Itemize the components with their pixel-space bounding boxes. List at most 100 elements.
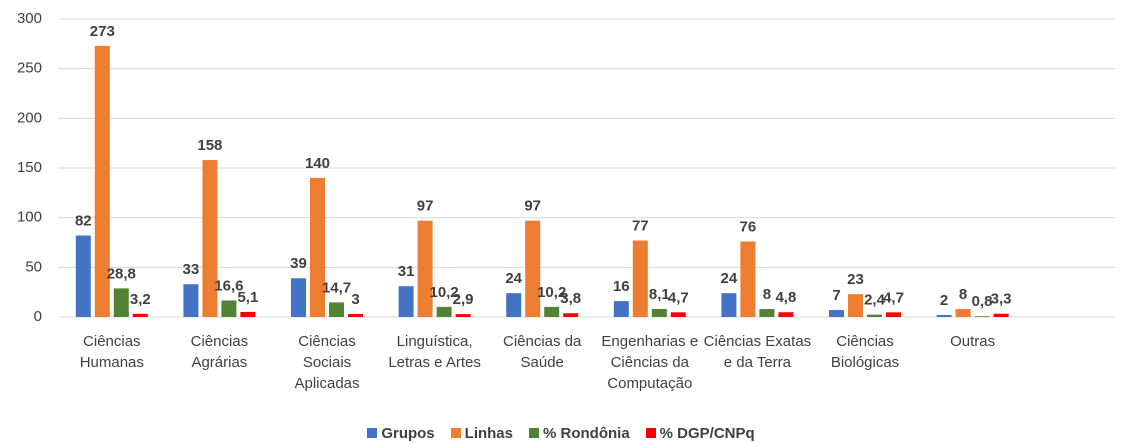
value-label: 4,7 — [668, 289, 689, 306]
bar — [113, 288, 129, 317]
bar — [778, 312, 794, 317]
bar — [291, 278, 306, 317]
value-label: 33 — [183, 261, 200, 278]
value-label: 10,2 — [537, 284, 566, 301]
value-label: 273 — [90, 23, 115, 40]
bar — [632, 240, 648, 317]
value-label: 23 — [847, 271, 864, 288]
legend-swatch — [367, 428, 378, 438]
y-tick-label: 0 — [34, 308, 42, 325]
x-tick-label: Ciências Biológicas — [830, 333, 900, 371]
bar — [132, 313, 148, 317]
y-tick-label: 150 — [17, 159, 42, 176]
bar — [417, 220, 433, 317]
legend-item: Linhas — [450, 425, 513, 442]
bar — [651, 308, 667, 317]
value-label: 5,1 — [237, 289, 258, 306]
legend-label: % DGP/CNPq — [659, 425, 755, 442]
bar — [993, 313, 1009, 317]
bar — [886, 312, 901, 317]
legend: Grupos Linhas % Rondônia % DGP/CNPq — [0, 425, 1122, 442]
value-label: 8 — [763, 286, 771, 303]
bar — [202, 160, 218, 317]
value-label: 158 — [197, 137, 222, 154]
legend-swatch — [645, 428, 656, 438]
value-label: 7 — [832, 287, 840, 304]
bar — [829, 310, 844, 317]
value-label: 4,7 — [883, 289, 904, 306]
bar — [329, 302, 344, 317]
x-tick-label: Engenharias e Ciências da Computação — [601, 333, 699, 392]
value-label: 8,1 — [649, 286, 670, 303]
bar — [955, 309, 971, 317]
value-label: 97 — [417, 198, 434, 215]
x-tick-label: Ciências da Saúde — [502, 333, 582, 371]
value-label: 3,3 — [991, 291, 1012, 308]
value-label: 10,2 — [429, 284, 458, 301]
value-label: 16 — [613, 278, 630, 295]
y-tick-label: 200 — [17, 109, 42, 126]
bar — [848, 294, 863, 317]
y-tick-label: 300 — [17, 10, 42, 27]
bar — [670, 312, 686, 317]
bar — [240, 311, 256, 317]
x-tick-label: Ciências Agrárias — [190, 333, 249, 371]
bar — [525, 220, 541, 317]
bar — [436, 306, 452, 317]
bar — [310, 177, 325, 317]
value-label: 2,4 — [864, 292, 886, 309]
value-label: 3 — [351, 291, 359, 308]
value-label: 3,8 — [560, 290, 581, 307]
value-label: 2,9 — [453, 291, 474, 308]
bar — [563, 313, 579, 317]
bar — [455, 314, 471, 317]
value-label: 0,8 — [972, 293, 993, 310]
bar — [94, 45, 110, 317]
value-label: 31 — [398, 263, 415, 280]
bar — [721, 293, 737, 317]
bar — [974, 316, 990, 317]
x-tick-label: Linguística, Letras e Artes — [388, 333, 481, 371]
value-label: 97 — [524, 198, 541, 215]
value-label: 3,2 — [130, 291, 151, 308]
x-tick-label: Ciências Sociais Aplicadas — [294, 333, 360, 392]
legend-item: Grupos — [367, 425, 435, 442]
legend-label: Linhas — [464, 425, 513, 442]
bar — [348, 314, 363, 317]
value-label: 8 — [959, 286, 967, 303]
value-label: 4,8 — [775, 289, 796, 306]
bar — [936, 315, 952, 317]
legend-label: Grupos — [381, 425, 435, 442]
legend-swatch — [529, 428, 539, 438]
legend-item: % Rondônia — [529, 425, 630, 442]
value-label: 24 — [505, 270, 522, 287]
value-label: 24 — [721, 270, 738, 287]
x-tick-label: Ciências Exatas e da Terra — [703, 333, 812, 371]
legend-swatch — [450, 428, 461, 438]
bar — [867, 314, 882, 317]
bar — [183, 284, 199, 317]
value-label: 82 — [75, 213, 92, 230]
bar — [221, 300, 237, 317]
x-tick-label: Outras — [950, 333, 996, 350]
bar — [759, 309, 775, 317]
value-label: 39 — [290, 255, 307, 272]
value-label: 77 — [632, 217, 649, 234]
value-label: 28,8 — [107, 265, 136, 282]
bar — [75, 235, 91, 317]
bar — [398, 286, 414, 317]
bar — [544, 306, 560, 317]
value-label: 140 — [305, 155, 330, 172]
legend-item: % DGP/CNPq — [645, 425, 755, 442]
y-tick-label: 50 — [25, 258, 42, 275]
x-tick-label: Ciências Humanas — [79, 333, 144, 371]
value-label: 76 — [740, 218, 757, 235]
bar — [613, 301, 629, 317]
value-label: 14,7 — [322, 279, 351, 296]
y-tick-label: 250 — [17, 60, 42, 77]
bar — [740, 241, 756, 317]
value-label: 16,6 — [214, 277, 243, 294]
value-label: 2 — [940, 292, 948, 309]
